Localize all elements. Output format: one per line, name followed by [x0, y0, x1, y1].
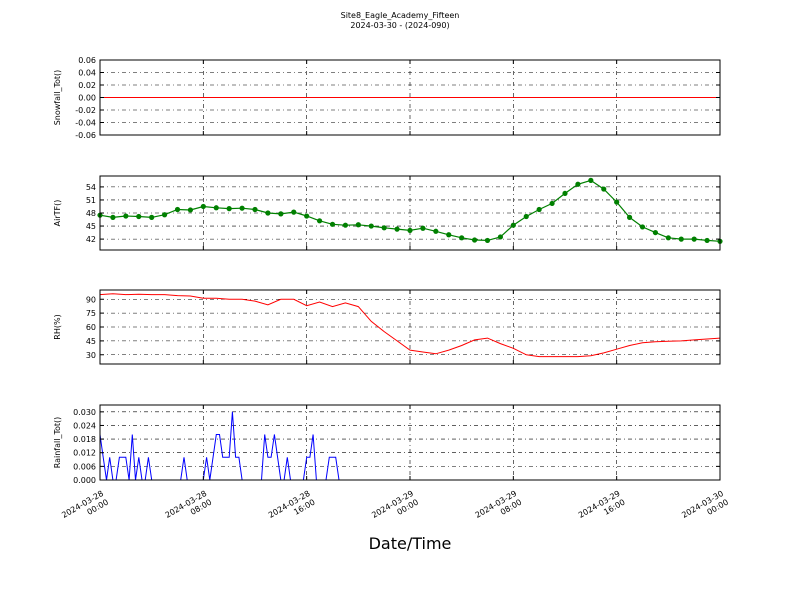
data-point: [536, 206, 542, 213]
y-tick-label: -0.04: [75, 119, 96, 128]
y-tick-label: 30: [86, 351, 96, 360]
data-point: [549, 200, 555, 207]
data-point: [381, 225, 387, 231]
data-point: [136, 213, 142, 220]
data-point: [304, 213, 310, 219]
subplot-3: 30 45 60 75 90 RH(%): [53, 289, 721, 365]
y-tick-label: 0.024: [73, 421, 96, 430]
series-line: [99, 293, 721, 358]
data-point: [329, 221, 336, 227]
data-point: [213, 205, 219, 211]
data-point: [368, 223, 374, 229]
subplot-1: -0.06 -0.04 -0.02 0.00 0.02 0.04 0.06 Snowfall_…: [53, 56, 721, 140]
y-axis-label: Snowfall_Tot(): [53, 70, 62, 126]
data-point: [471, 237, 478, 243]
y-axis-label: Rainfall_Tot(): [53, 417, 62, 469]
data-point: [200, 203, 206, 210]
data-point: [665, 235, 671, 241]
data-point: [497, 234, 504, 240]
figure-subtitle: 2024-03-30 - (2024-090): [350, 21, 450, 30]
y-tick-label: 51: [86, 196, 96, 205]
figure-title: Site8_Eagle_Academy_Fifteen: [340, 11, 460, 20]
data-point: [316, 218, 323, 224]
data-point: [678, 236, 684, 242]
y-tick-label: 45: [86, 222, 96, 231]
data-point: [239, 205, 245, 211]
data-point: [420, 225, 426, 231]
y-tick-label: 0.00: [78, 94, 96, 103]
data-point: [614, 199, 620, 205]
y-tick-label: 0.06: [78, 56, 96, 65]
data-point: [639, 224, 646, 230]
data-point: [226, 206, 232, 212]
y-tick-label: 48: [86, 209, 96, 218]
y-tick-label: 0.02: [78, 81, 96, 90]
data-point: [355, 222, 361, 228]
x-axis-label: Date/Time: [368, 534, 452, 553]
data-point: [510, 222, 516, 228]
y-axis-label: RH(%): [53, 314, 62, 339]
x-tick-label: 2024-03-2908:00: [474, 489, 524, 529]
data-point: [174, 206, 181, 213]
y-tick-label: 0.018: [73, 435, 96, 444]
y-tick-label: 0.000: [73, 476, 96, 485]
data-point: [123, 213, 129, 219]
data-point: [149, 214, 155, 220]
data-point: [588, 177, 594, 183]
data-point: [704, 237, 710, 244]
series-line: [99, 411, 359, 481]
y-axis-label: AirTF(): [53, 200, 62, 227]
data-point: [110, 214, 116, 220]
data-point: [291, 209, 297, 215]
y-tick-label: 0.006: [73, 462, 96, 471]
y-tick-label: 0.04: [78, 69, 96, 78]
data-point: [407, 227, 413, 234]
x-tick-label: 2024-03-2916:00: [577, 489, 627, 529]
data-point: [433, 228, 439, 234]
y-tick-label: 45: [86, 337, 96, 346]
data-point: [484, 237, 491, 244]
data-point: [459, 235, 465, 241]
subplot-2: 42 45 48 51 54 AirTF(): [53, 175, 723, 251]
data-point: [652, 229, 659, 236]
data-point: [342, 222, 349, 228]
data-point: [394, 226, 400, 232]
data-point: [562, 190, 568, 197]
data-point: [523, 213, 529, 220]
data-point: [601, 186, 607, 192]
x-tick-label: 2024-03-2816:00: [267, 489, 317, 529]
y-tick-label: 75: [86, 309, 96, 318]
data-point: [252, 206, 258, 213]
x-tick-label: 2024-03-2800:00: [60, 489, 110, 529]
data-point: [161, 212, 168, 218]
y-tick-label: 42: [86, 235, 96, 244]
data-point: [575, 181, 581, 187]
data-point: [691, 236, 697, 242]
y-tick-label: -0.06: [75, 131, 96, 140]
y-tick-label: -0.02: [75, 106, 96, 115]
x-tick-label: 2024-03-3000:00: [680, 489, 730, 529]
y-tick-label: 0.030: [73, 408, 96, 417]
y-tick-label: 0.012: [73, 449, 96, 458]
data-point: [626, 214, 633, 220]
x-tick-label: 2024-03-2808:00: [164, 489, 214, 529]
data-point: [278, 211, 284, 217]
y-tick-label: 90: [86, 295, 96, 304]
y-tick-label: 60: [86, 323, 96, 332]
data-point: [446, 232, 452, 238]
subplot-4: 0.000 0.006 0.012 0.018 0.024 0.030 Rainfall_T…: [53, 404, 721, 485]
x-tick-label: 2024-03-2900:00: [370, 489, 420, 529]
y-tick-label: 54: [86, 183, 96, 192]
data-point: [187, 207, 194, 213]
data-point: [265, 210, 271, 216]
